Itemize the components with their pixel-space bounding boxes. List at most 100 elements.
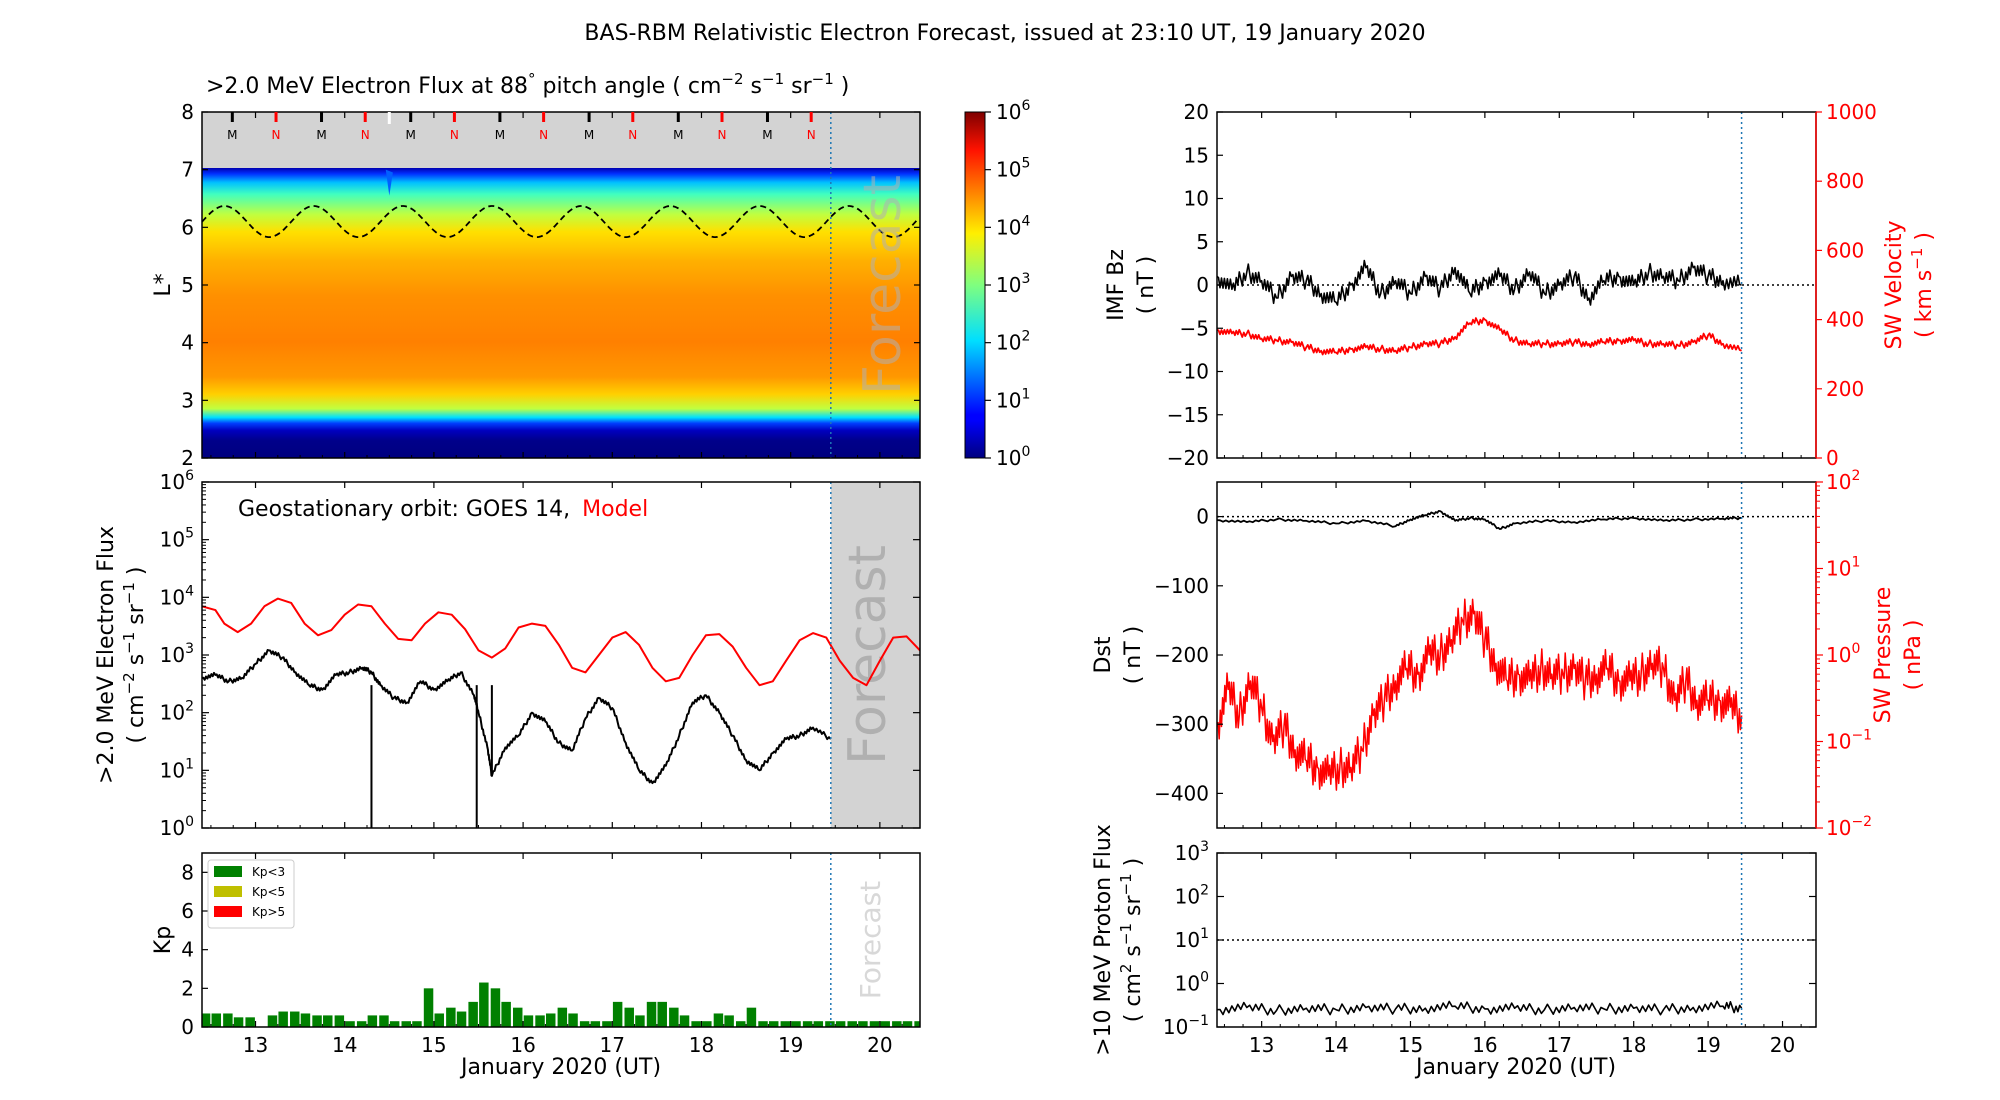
kp-bar [501,1001,511,1027]
kp-legend-swatch-low [214,866,242,877]
orbit-marker-label: M [227,128,237,142]
kp-bar [401,1021,411,1027]
kp-bar [211,1013,222,1027]
y2-tick-label-exp: 1 [1851,555,1860,571]
kp-bar [290,1011,300,1027]
geo-unit-b: s [124,654,149,672]
kp-bar [557,1007,568,1027]
kp-bar [434,1013,444,1027]
geo-xaxis [210,482,903,828]
colorbar-gradient [964,111,986,459]
x-tick-label: 17 [600,1033,625,1057]
proton-plot-area [1217,853,1816,1027]
kp-bar [892,1021,902,1027]
dst-yaxis: −400 −300 −200 −100 0 [1154,505,1223,805]
colorbar-tick-label: 103 [996,271,1030,297]
heatmap-yaxis: 2 3 4 5 6 7 8 [181,100,920,470]
y-tick-label: 8 [181,100,194,124]
y-tick-label: 102 [160,699,194,725]
kp-bar [535,1015,545,1027]
kp-bar [423,988,434,1027]
dst-ylabel-unit: ( nT ) [1121,626,1146,685]
y-tick-label-base: 10 [160,528,185,552]
imf-ylabel-unit: ( nT ) [1134,256,1159,315]
kp-legend: Kp<3 Kp<5 Kp>5 [207,859,295,929]
y2-tick-label-base: 10 [1826,557,1851,581]
kp-bar [802,1021,813,1027]
x-tick-label: 18 [1621,1033,1646,1057]
orbit-marker-label: M [316,128,326,142]
dst-ylabel: Dst [1091,636,1116,673]
y-tick-label: 100 [160,814,194,840]
y-tick-label: −20 [1167,446,1209,470]
orbit-marker-label: N [539,128,548,142]
kp-plot-area [202,853,920,1027]
kp-bar [735,1021,746,1027]
y-tick-label: 6 [181,215,194,239]
y2-tick-label-exp: −2 [1851,814,1872,830]
kp-bar [490,988,501,1027]
heatmap-title-main: >2.0 MeV Electron Flux at 88 [206,74,528,99]
colorbar-tick-label-base: 10 [996,331,1021,355]
y-tick-label-exp: 1 [185,756,194,772]
kp-bar [602,1021,612,1027]
kp-bar [468,1001,478,1027]
pro-unit-d: ) [1121,858,1146,874]
heatmap-title: >2.0 MeV Electron Flux at 88° pitch angl… [206,70,849,99]
kp-bar [389,1021,400,1027]
y-tick-label-base: 10 [1175,885,1200,909]
y-tick-label: −200 [1154,643,1209,667]
kp-legend-label-low: Kp<3 [252,865,285,879]
kp-bar [713,1013,724,1027]
goes-series-line [202,649,832,785]
colorbar-tick-label: 102 [996,329,1030,355]
kp-bar [858,1021,868,1027]
y2-tick-label: 1000 [1826,100,1877,124]
y-tick-label: 100 [1175,970,1209,996]
x-tick-label: 16 [1472,1033,1497,1057]
kp-legend-swatch-mid [214,886,242,897]
right-xaxis-label: January 2020 (UT) [1414,1055,1616,1080]
colorbar-tick-label: 105 [996,156,1030,182]
y-tick-label: 4 [181,938,194,962]
kp-legend-label-mid: Kp<5 [252,885,285,899]
y-tick-label: 103 [160,641,194,667]
kp-bar [825,1021,835,1027]
kp-bar [657,1001,667,1027]
heatmap-forecast-label: Forecast [853,175,913,395]
x-tick-label: 18 [689,1033,714,1057]
kp-bar [379,1015,389,1027]
y-tick-label: 10−1 [1163,1013,1209,1039]
kp-bar [367,1015,378,1027]
x-tick-label: 20 [1770,1033,1795,1057]
orbit-marker-label: N [718,128,727,142]
proton-ylabel: >10 MeV Proton Flux [1091,824,1116,1056]
colorbar-tick-label: 101 [996,386,1030,412]
kp-bar [233,1017,244,1027]
y-tick-label-exp: 1 [1200,926,1209,942]
y-tick-label-exp: 0 [1200,970,1209,986]
y-tick-label: 5 [181,273,194,297]
colorbar-tick-label-base: 10 [996,446,1021,470]
kp-bar [245,1017,255,1027]
y-tick-label-exp: 6 [185,468,194,484]
x-tick-label: 13 [243,1033,268,1057]
proton-xaxis: 13 14 15 16 17 18 19 20 [1223,853,1802,1057]
dst-line [1217,510,1742,530]
heatmap-title-s: s [744,74,762,99]
x-tick-label: 14 [332,1033,357,1057]
heatmap-title-exp2: −1 [762,70,784,88]
dashed-contour [202,205,920,238]
pro-unit-c: sr [1121,895,1146,923]
heatmap-title-exp3: −1 [812,70,834,88]
y-tick-label: 7 [181,158,194,182]
y-tick-label: 5 [1196,230,1209,254]
colorbar-tick-label-exp: 2 [1021,329,1030,345]
kp-bar [835,1021,846,1027]
colorbar-tick-label: 104 [996,213,1030,239]
colorbar-tick-label-base: 10 [996,273,1021,297]
pro-unit-a: ( cm [1121,973,1146,1022]
kp-bar [624,1007,634,1027]
y-tick-label: 103 [1175,839,1209,865]
